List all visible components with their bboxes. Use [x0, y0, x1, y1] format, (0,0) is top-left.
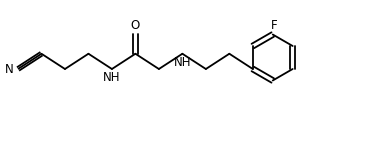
Text: N: N [5, 62, 14, 76]
Text: NH: NH [174, 56, 191, 69]
Text: F: F [270, 19, 277, 31]
Text: O: O [131, 19, 140, 32]
Text: NH: NH [103, 71, 121, 84]
